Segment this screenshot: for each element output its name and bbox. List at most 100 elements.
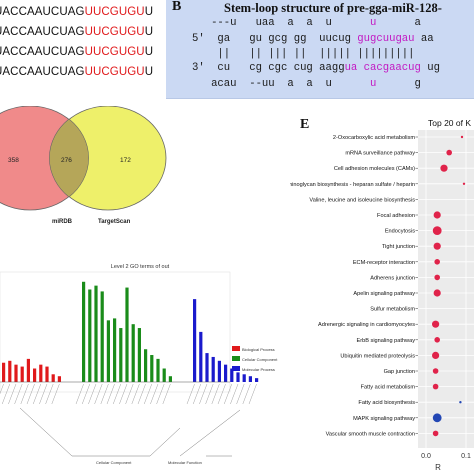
go-tick-label (137, 383, 146, 405)
venn-right-count: 172 (120, 157, 131, 164)
e-category-label: mRNA surveillance pathway (345, 151, 415, 157)
go-chart-title: Level 2 GO terms of out (111, 264, 170, 270)
go-tick-label (8, 383, 17, 405)
go-bar (125, 287, 129, 382)
go-bar (230, 368, 234, 382)
go-bar (131, 324, 135, 382)
panel-b-label: B (172, 0, 182, 14)
go-group-label: Cellular Component (96, 460, 132, 465)
go-tick-label (242, 383, 251, 405)
venn-left-label: miRDB (52, 219, 73, 225)
go-tick-label (33, 383, 41, 405)
go-bar (119, 328, 123, 382)
go-bar (236, 372, 240, 382)
e-data-point (434, 259, 440, 265)
e-category-label: Focal adhesion (377, 213, 415, 219)
sequence-prefix: UACCAAUCUAG (0, 6, 85, 18)
go-tick-label (205, 383, 214, 405)
sequence-line: UACCAAUCUAGUUCGUGUU (0, 6, 153, 18)
go-legend-swatch (232, 366, 240, 371)
go-group-label: Molecular Function (168, 460, 202, 465)
go-tick-label (156, 383, 165, 405)
go-tick-label (2, 383, 10, 405)
go-bar (57, 376, 61, 382)
go-bar (248, 376, 252, 382)
e-data-point (432, 368, 439, 374)
go-bar (162, 368, 166, 382)
e-category-label: Gap junction (384, 369, 415, 375)
go-bar (2, 362, 6, 382)
e-category-label: MAPK signaling pathway (353, 416, 415, 422)
go-tick-label (236, 383, 245, 405)
go-tick-label (82, 383, 90, 405)
go-legend-swatch (232, 346, 240, 351)
go-bar (217, 360, 221, 382)
go-tick-label (144, 383, 152, 405)
go-tick-label (14, 383, 23, 405)
go-tick-label (106, 383, 115, 405)
go-group-bracket (19, 407, 241, 457)
e-data-point (432, 226, 442, 235)
go-tick-label (193, 383, 201, 405)
e-category-label: Ubiquitin mediated proteolysis (340, 353, 415, 359)
go-tick-label (217, 383, 226, 405)
e-category-label: ErbB signaling pathway (357, 338, 416, 344)
e-data-point (433, 211, 441, 219)
go-legend-label: Molecular Process (242, 367, 275, 372)
stem-loop-row: 5' ga gu gcg gg uucug gugcuugau aa (192, 33, 434, 45)
go-tick-label (26, 383, 35, 405)
e-category-label: Cell adhesion molecules (CAMs) (334, 166, 415, 172)
go-legend-label: Cellular Component (242, 357, 278, 362)
go-bar (150, 355, 154, 382)
go-tick-label (45, 383, 54, 405)
go-tick-label (248, 383, 257, 405)
go-tick-label (20, 383, 29, 405)
e-data-point (434, 274, 440, 281)
go-tick-label (113, 383, 121, 405)
sequence-prefix: UACCAAUCUAG (0, 66, 85, 78)
e-category-label: 2-Oxocarboxylic acid metabolism (333, 135, 415, 141)
venn-overlap (49, 118, 89, 198)
go-bar (255, 378, 259, 382)
e-category-label: Valine, leucine and isoleucine biosynthe… (309, 197, 415, 203)
go-tick-label (131, 383, 140, 405)
seed-region: UUCGUGU (84, 6, 145, 18)
go-tick-label (0, 383, 4, 395)
sequence-line: UACCAAUCUAGUUCGUGUU (0, 66, 153, 78)
go-tick-label (88, 383, 97, 405)
e-category-label: Vascular smooth muscle contraction (326, 431, 415, 437)
go-tick-label (119, 383, 128, 405)
sequence-line: UACCAAUCUAGUUCGUGUU (0, 46, 153, 58)
e-category-label: Tight junction (382, 244, 415, 250)
e-data-point (434, 337, 440, 343)
go-bar (20, 366, 24, 382)
go-bar (113, 318, 117, 382)
e-category-label: Sulfur metabolism (370, 307, 415, 313)
e-category-label: Glycosaminoglycan biosynthesis - heparan… (290, 182, 415, 188)
sequence-line: UACCAAUCUAGUUCGUGUU (0, 26, 153, 38)
sequence-suffix: U (144, 26, 154, 38)
sequence-prefix: UACCAAUCUAG (0, 26, 85, 38)
e-chart-title: Top 20 of K (428, 118, 471, 128)
venn-diagram: 358 276 172 miRDB TargetScan (0, 106, 167, 225)
e-category-label: Adherens junction (370, 275, 415, 281)
go-tick-label (100, 383, 109, 405)
e-data-point (462, 182, 466, 185)
go-bar (8, 360, 12, 382)
go-bar (45, 366, 49, 382)
e-category-label: Endocytosis (385, 229, 415, 235)
go-bar (156, 358, 160, 382)
go-bar (88, 289, 92, 382)
stem-loop-row: ---u uaa a a u u a (192, 17, 421, 29)
sequence-suffix: U (144, 6, 154, 18)
seed-region: UUCGUGU (84, 46, 145, 58)
go-bar (82, 281, 86, 382)
go-tick-label (39, 383, 48, 405)
go-tick-label (51, 383, 60, 405)
panel-e-label: E (300, 117, 310, 132)
go-tick-label (162, 383, 171, 405)
go-bar (205, 353, 209, 382)
stem-loop-panel: B Stem-loop structure of pre-gga-miR-128… (166, 0, 474, 99)
go-legend-swatch (232, 356, 240, 361)
go-bar (100, 291, 104, 382)
